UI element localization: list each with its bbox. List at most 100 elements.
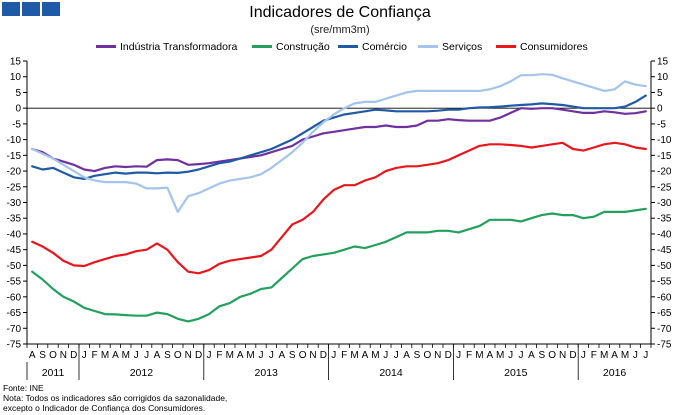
month-label: J: [394, 350, 399, 361]
month-label: M: [226, 350, 234, 361]
month-label: M: [371, 350, 379, 361]
month-label: M: [600, 350, 608, 361]
month-label: D: [569, 350, 576, 361]
legend-label-servicos: Serviços: [442, 41, 483, 53]
y-tick-label-right: -30: [657, 198, 672, 209]
month-label: J: [82, 350, 87, 361]
month-label: F: [92, 350, 98, 361]
y-tick-label-left: -75: [7, 340, 22, 351]
legend-item-comercio: Comércio: [338, 41, 407, 53]
y-tick-label-left: -65: [7, 308, 22, 319]
month-label: A: [486, 350, 493, 361]
y-tick-label-left: -60: [7, 292, 22, 303]
month-label: F: [591, 350, 597, 361]
source-note: Fonte: INE: [3, 383, 44, 393]
legend-item-servicos: Serviços: [418, 41, 482, 53]
y-tick-label-left: -55: [7, 277, 22, 288]
month-label: J: [144, 350, 149, 361]
year-label: 2011: [42, 367, 65, 379]
year-label: 2016: [603, 367, 627, 379]
month-label: N: [60, 350, 67, 361]
month-label: N: [309, 350, 316, 361]
legend-item-consumidores: Consumidores: [496, 41, 588, 53]
y-tick-label-left: -20: [7, 167, 22, 178]
month-label: D: [320, 350, 327, 361]
month-label: A: [29, 350, 36, 361]
legend-label-comercio: Comércio: [362, 41, 407, 53]
decor-square-3: [42, 2, 60, 16]
month-label: S: [289, 350, 296, 361]
y-tick-label-left: -5: [12, 119, 21, 130]
month-label: N: [185, 350, 192, 361]
month-label: A: [278, 350, 285, 361]
y-tick-label-right: -75: [657, 340, 672, 351]
month-label: J: [508, 350, 513, 361]
month-label: A: [528, 350, 535, 361]
legend-swatch-industria: [96, 44, 116, 48]
year-label: 2013: [255, 367, 279, 379]
decor-square-2: [22, 2, 40, 16]
decor-square-1: [2, 2, 20, 16]
month-label: M: [246, 350, 254, 361]
month-label: J: [633, 350, 638, 361]
month-label: O: [424, 350, 432, 361]
y-tick-label-left: -40: [7, 229, 22, 240]
legend-label-industria: Indústria Transformadora: [120, 41, 238, 53]
month-label: M: [496, 350, 504, 361]
month-label: J: [581, 350, 586, 361]
month-label: J: [269, 350, 274, 361]
month-label: A: [154, 350, 161, 361]
y-tick-label-left: 10: [10, 72, 22, 83]
y-tick-label-right: 15: [657, 57, 669, 68]
year-label: 2012: [130, 367, 154, 379]
legend-swatch-comercio: [338, 44, 358, 48]
month-label: M: [350, 350, 358, 361]
y-tick-label-left: 5: [15, 88, 21, 99]
chart-title: Indicadores de Confiança: [249, 4, 431, 21]
month-label: F: [466, 350, 472, 361]
month-label: O: [299, 350, 307, 361]
y-tick-label-right: 10: [657, 72, 669, 83]
month-label: D: [445, 350, 452, 361]
y-tick-label-left: -30: [7, 198, 22, 209]
legend-item-industria: Indústria Transformadora: [96, 41, 237, 53]
y-tick-label-left: -70: [7, 324, 22, 335]
month-label: J: [207, 350, 212, 361]
month-label: M: [101, 350, 109, 361]
y-tick-label-right: -15: [657, 151, 672, 162]
y-tick-label-left: -50: [7, 261, 22, 272]
legend: Indústria Transformadora Construção Comé…: [0, 41, 680, 55]
series-line-servicos: [31, 73, 647, 213]
month-label: A: [112, 350, 119, 361]
footnote-line-2: excepto o Indicador de Confiança dos Con…: [3, 403, 206, 413]
y-tick-label-right: -35: [657, 214, 672, 225]
month-label: M: [122, 350, 130, 361]
y-tick-label-right: -60: [657, 292, 672, 303]
y-tick-label-left: 15: [10, 57, 22, 68]
month-label: S: [538, 350, 545, 361]
y-tick-label-right: -50: [657, 261, 672, 272]
month-label: J: [134, 350, 139, 361]
series-line-comercio: [31, 94, 647, 180]
y-tick-label-right: 5: [657, 88, 663, 99]
legend-swatch-construcao: [252, 44, 272, 48]
month-label: S: [164, 350, 171, 361]
legend-item-construcao: Construção: [252, 41, 330, 53]
month-label: A: [362, 350, 369, 361]
month-label: N: [559, 350, 566, 361]
y-tick-label-right: -65: [657, 308, 672, 319]
y-tick-label-right: -20: [657, 167, 672, 178]
y-tick-label-right: -40: [657, 229, 672, 240]
month-label: S: [414, 350, 421, 361]
series-line-construcao: [31, 207, 647, 323]
month-label: A: [237, 350, 244, 361]
y-tick-label-left: -15: [7, 151, 22, 162]
y-tick-label-right: -25: [657, 182, 672, 193]
month-label: M: [621, 350, 629, 361]
footnote-line-1: Nota: Todos os indicadores são corrigido…: [3, 393, 228, 403]
month-label: J: [643, 350, 648, 361]
y-tick-label-left: -10: [7, 135, 22, 146]
month-label: A: [403, 350, 410, 361]
month-label: O: [548, 350, 556, 361]
